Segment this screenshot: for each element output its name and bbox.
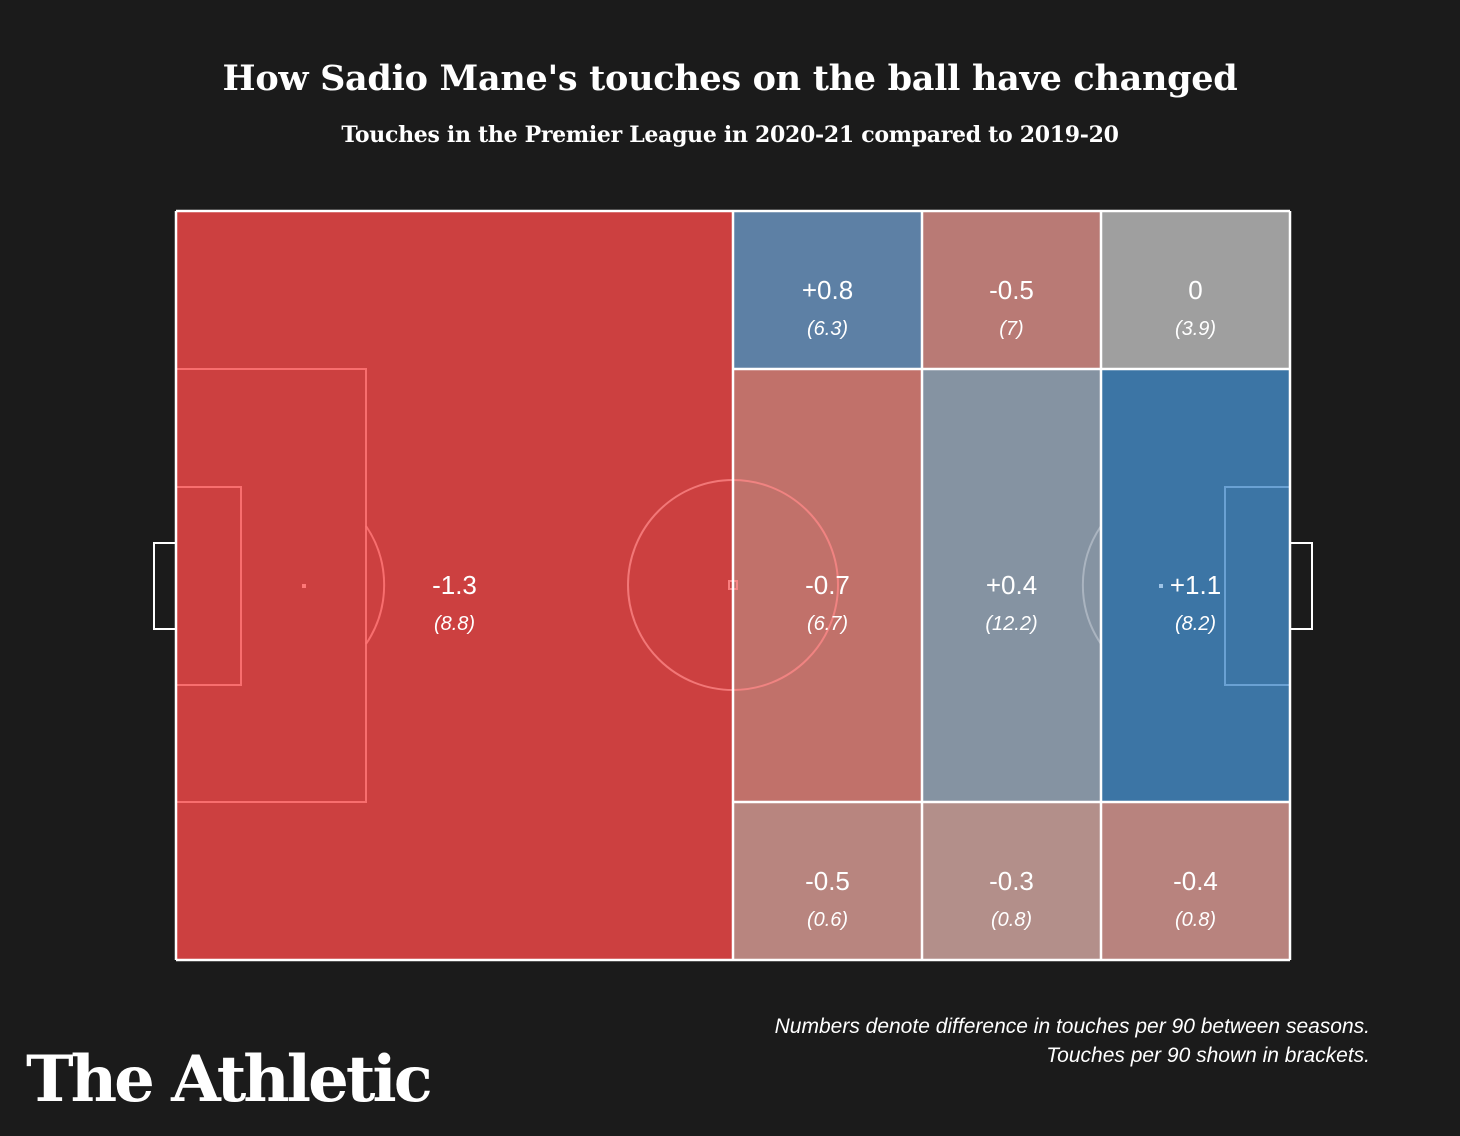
opponent-goal xyxy=(1289,542,1313,630)
zone-bottom-3 xyxy=(1101,802,1290,960)
own-goal xyxy=(153,542,177,630)
zone-top-3 xyxy=(1101,211,1290,369)
chart-subtitle: Touches in the Premier League in 2020-21… xyxy=(341,122,1119,148)
zone-top-2 xyxy=(922,211,1101,369)
zone-middle-3 xyxy=(1101,369,1290,802)
the-athletic-logo: The Athletic xyxy=(26,1042,433,1117)
zone-top-1-touches: (6.3) xyxy=(807,318,848,340)
own-penalty-arc xyxy=(365,525,386,645)
zone-middle-3-value: +1.1 xyxy=(1170,570,1221,600)
zone-bottom-2 xyxy=(922,802,1101,960)
zone-layer xyxy=(176,211,1290,960)
zone-top-1-value: +0.8 xyxy=(802,275,853,305)
zone-middle-2-touches: (12.2) xyxy=(985,613,1037,635)
opponent-penalty-spot xyxy=(1159,584,1163,588)
zone-own-half xyxy=(176,211,733,960)
footnote-line-1: Numbers denote difference in touches per… xyxy=(774,1015,1370,1038)
opponent-penalty-arc xyxy=(1081,525,1102,645)
zone-top-2-touches: (7) xyxy=(999,318,1023,340)
zone-bottom-2-touches: (0.8) xyxy=(991,909,1032,931)
zone-middle-2 xyxy=(922,369,1101,802)
zone-bottom-3-touches: (0.8) xyxy=(1175,909,1216,931)
zone-bottom-3-value: -0.4 xyxy=(1173,866,1218,896)
zone-top-2-value: -0.5 xyxy=(989,275,1034,305)
zone-top-3-touches: (3.9) xyxy=(1175,318,1216,340)
footnote: Numbers denote difference in touches per… xyxy=(775,1012,1370,1070)
zone-own-half-touches: (8.8) xyxy=(434,613,475,635)
zone-top-1 xyxy=(733,211,922,369)
zone-bottom-2-value: -0.3 xyxy=(989,866,1034,896)
zone-label-layer: -1.3 (8.8) +0.8 (6.3) -0.5 (7) 0 (3.9) -0.7 (6.7)… xyxy=(432,275,1221,931)
zone-own-half-value: -1.3 xyxy=(432,570,477,600)
zone-middle-1 xyxy=(733,369,922,802)
zone-bottom-1-touches: (0.6) xyxy=(807,909,848,931)
chart-title: How Sadio Mane's touches on the ball hav… xyxy=(222,58,1238,99)
zone-middle-1-touches: (6.7) xyxy=(807,613,848,635)
zone-bottom-1-value: -0.5 xyxy=(805,866,850,896)
zone-top-3-value: 0 xyxy=(1188,275,1202,305)
zone-middle-2-value: +0.4 xyxy=(986,570,1037,600)
zone-middle-1-value: -0.7 xyxy=(805,570,850,600)
pitch-markings xyxy=(153,209,1313,962)
own-penalty-spot xyxy=(302,584,306,588)
zone-middle-3-touches: (8.2) xyxy=(1175,613,1216,635)
zone-bottom-1 xyxy=(733,802,922,960)
footnote-line-2: Touches per 90 shown in brackets. xyxy=(1046,1044,1370,1067)
